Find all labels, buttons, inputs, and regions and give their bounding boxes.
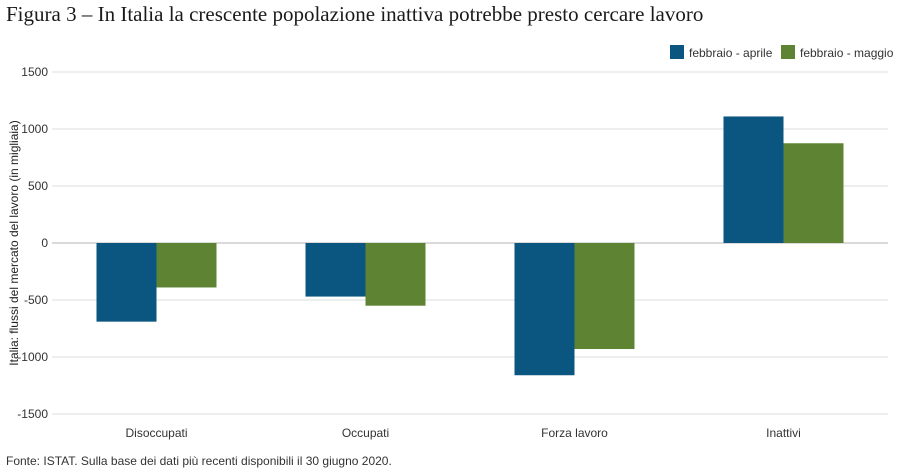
x-category-label: Inattivi (766, 426, 801, 440)
x-category-label: Forza lavoro (541, 426, 608, 440)
bar-febbraio-aprile (96, 243, 157, 322)
x-category-label: Disoccupati (125, 426, 187, 440)
y-tick-label: -1500 (17, 407, 48, 421)
bar-febbraio-maggio (574, 243, 635, 350)
figure-title: Figura 3 – In Italia la crescente popola… (6, 2, 704, 26)
legend-swatch (670, 45, 684, 59)
bar-febbraio-maggio (783, 143, 844, 243)
y-tick-label: 500 (28, 179, 48, 193)
bars (96, 116, 844, 376)
bar-febbraio-maggio (156, 243, 217, 288)
y-tick-label: 1000 (21, 122, 48, 136)
y-axis-title: Italia: flussi del mercato del lavoro (i… (7, 120, 21, 365)
y-tick-label: -1000 (17, 350, 48, 364)
source-note: Fonte: ISTAT. Sulla base dei dati più re… (6, 454, 392, 468)
y-axis-ticks: 1500 1000 500 0 -500 -1000 -1500 (17, 65, 48, 421)
legend: febbraio - aprile febbraio - maggio (670, 45, 894, 60)
bar-febbraio-aprile (514, 243, 575, 376)
legend-label: febbraio - aprile (689, 46, 773, 60)
bar-febbraio-maggio (365, 243, 426, 306)
bar-febbraio-aprile (723, 116, 784, 243)
x-category-label: Occupati (342, 426, 389, 440)
y-tick-label: -500 (24, 293, 48, 307)
legend-swatch (781, 45, 795, 59)
legend-label: febbraio - maggio (800, 46, 894, 60)
x-axis-categories: Disoccupati Occupati Forza lavoro Inattivi (125, 426, 800, 440)
bar-febbraio-aprile (305, 243, 366, 297)
y-tick-label: 1500 (21, 65, 48, 79)
y-tick-label: 0 (41, 236, 48, 250)
